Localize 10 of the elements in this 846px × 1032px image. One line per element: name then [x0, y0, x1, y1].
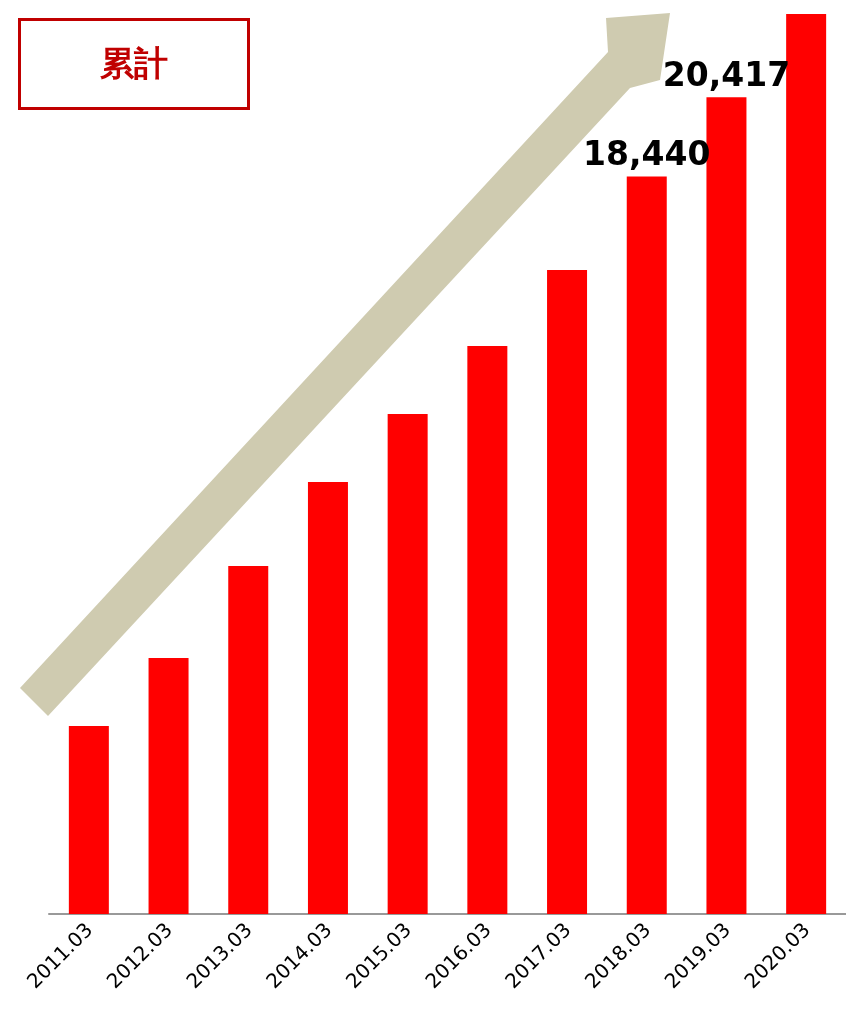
bar: [307, 482, 348, 914]
bar: [387, 414, 428, 914]
bar: [467, 346, 508, 914]
bar: [228, 566, 269, 914]
bar: [547, 270, 588, 914]
title-box: 累計: [18, 18, 250, 110]
bar: [626, 176, 667, 914]
bar: [786, 14, 827, 914]
bar: [148, 658, 189, 914]
bar: [68, 726, 109, 914]
